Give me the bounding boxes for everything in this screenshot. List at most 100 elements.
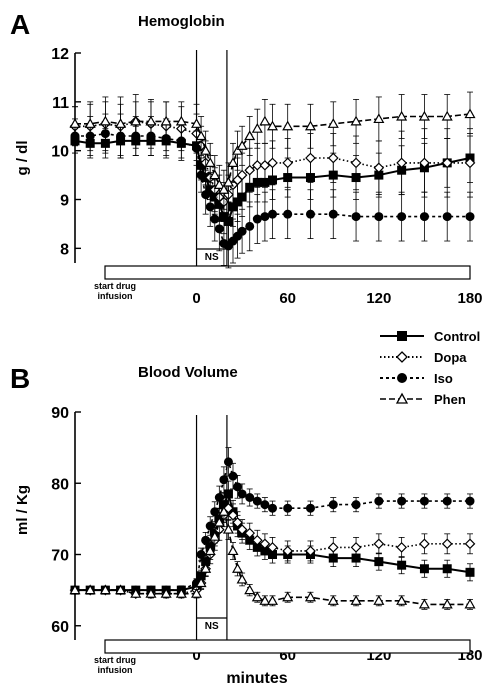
point-a-phen [304, 120, 317, 131]
point-a-phen [464, 108, 476, 119]
point-a-iso [442, 212, 452, 222]
point-a-phen [350, 115, 362, 126]
point-b-iso [245, 493, 255, 502]
legend-label-dopa: Dopa [434, 350, 467, 365]
point-a-dopa [259, 159, 271, 171]
point-b-iso [233, 482, 243, 492]
legend-marker-dopa [396, 351, 408, 363]
b-ytick-label-90: 90 [51, 405, 69, 422]
point-a-dopa [305, 152, 316, 164]
legend-entry-dopa: Dopa [380, 350, 467, 365]
point-b-dopa [232, 517, 243, 528]
b-drug-bar-label-line2: infusion [98, 665, 133, 675]
point-a-dopa [396, 157, 407, 169]
point-b-phen [396, 595, 408, 605]
point-a-iso [214, 224, 224, 234]
point-b-iso [237, 489, 247, 499]
point-b-phen [327, 595, 339, 605]
point-b-control [465, 567, 475, 577]
point-a-phen [195, 130, 207, 141]
legend-entry-control: Control [380, 329, 480, 344]
legend-marker-iso [397, 373, 407, 383]
legend-marker-phen [395, 392, 409, 404]
panel-b-title: Blood Volume [138, 364, 238, 381]
b-ytick-label-60: 60 [51, 619, 69, 636]
point-b-dopa [350, 542, 362, 553]
a-series-area [69, 91, 476, 269]
point-b-phen [69, 584, 81, 595]
a-ytick-label-11: 11 [52, 95, 69, 112]
point-b-iso [223, 457, 233, 467]
point-b-phen [259, 595, 271, 605]
point-b-dopa [373, 538, 385, 550]
panel-b-letter: B [10, 363, 30, 394]
point-a-phen [222, 176, 234, 187]
point-a-dopa [236, 169, 248, 181]
a-ytick-label-9: 9 [60, 193, 69, 210]
line-b-iso [75, 459, 470, 591]
point-b-phen [145, 587, 157, 598]
point-a-phen [200, 144, 212, 155]
point-b-phen [441, 598, 453, 609]
point-a-iso [260, 212, 270, 222]
legend-marker-control [397, 331, 407, 341]
point-a-phen [418, 110, 430, 121]
panel-b-xlabel: minutes [226, 670, 287, 687]
point-a-iso [201, 190, 211, 200]
point-a-phen [396, 110, 408, 121]
point-b-control [351, 553, 361, 563]
point-a-iso [397, 212, 407, 222]
point-b-control [419, 564, 429, 574]
point-b-iso [214, 493, 224, 502]
legend-label-control: Control [434, 329, 480, 344]
point-b-iso [219, 475, 229, 485]
point-a-phen [191, 118, 203, 128]
point-b-phen [464, 598, 476, 609]
point-a-dopa [419, 157, 430, 169]
a-ytick-label-8: 8 [60, 241, 69, 258]
point-b-iso [252, 496, 262, 506]
point-a-phen [69, 118, 81, 128]
point-b-iso [196, 550, 206, 559]
point-b-control [223, 489, 233, 499]
legend-entry-iso: Iso [380, 371, 453, 386]
point-a-iso [305, 209, 315, 219]
point-b-phen [130, 587, 142, 598]
legend-label-iso: Iso [434, 371, 453, 386]
line-b-phen [75, 509, 470, 606]
point-a-phen [441, 110, 453, 121]
a-drug-bar-label-line1: start drug [94, 281, 136, 291]
point-a-dopa [464, 157, 476, 169]
point-b-dopa [441, 538, 453, 550]
point-b-phen [350, 595, 362, 605]
point-b-phen [213, 516, 225, 527]
point-b-dopa [259, 538, 271, 550]
point-b-iso [397, 496, 407, 506]
panel-b-ylabel: ml / Kg [14, 485, 31, 535]
series-b-iso [70, 447, 475, 595]
point-a-phen [227, 157, 239, 167]
point-b-phen [115, 584, 127, 595]
point-b-dopa [305, 545, 316, 557]
point-b-phen [160, 587, 172, 598]
point-b-iso [419, 496, 429, 506]
point-b-phen [99, 584, 111, 595]
point-a-phen [373, 113, 385, 124]
point-b-phen [266, 595, 279, 605]
point-b-phen [175, 587, 187, 598]
point-b-dopa [236, 524, 248, 535]
point-b-iso [351, 500, 361, 510]
point-a-iso [245, 221, 255, 231]
panel-a-title: Hemoglobin [138, 13, 225, 30]
b-drug-bar-label-line1: start drug [94, 655, 136, 665]
point-b-dopa [227, 509, 239, 521]
a-xtick-label-0: 0 [192, 290, 200, 307]
point-b-phen [304, 591, 317, 602]
point-a-phen [232, 144, 244, 155]
point-b-phen [200, 563, 212, 573]
series-b-phen [69, 500, 476, 610]
point-a-iso [283, 209, 293, 219]
a-ytick-label-10: 10 [51, 144, 69, 161]
b-ytick-label-70: 70 [51, 548, 69, 565]
